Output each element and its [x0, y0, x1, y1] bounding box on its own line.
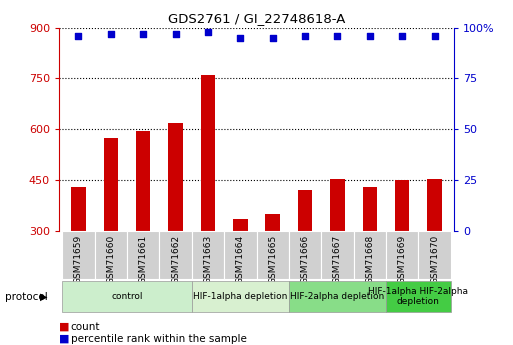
- Title: GDS2761 / GI_22748618-A: GDS2761 / GI_22748618-A: [168, 12, 345, 25]
- Point: [398, 33, 406, 39]
- Bar: [224, 231, 256, 279]
- Bar: [363, 187, 377, 231]
- Bar: [386, 231, 419, 279]
- Text: count: count: [71, 322, 101, 332]
- Text: GSM71659: GSM71659: [74, 235, 83, 284]
- Point: [74, 33, 83, 39]
- Text: ■: ■: [59, 322, 69, 332]
- Bar: [353, 231, 386, 279]
- Bar: [62, 231, 94, 279]
- Bar: [160, 231, 192, 279]
- Bar: [168, 122, 183, 231]
- Text: GSM71664: GSM71664: [236, 235, 245, 284]
- Text: percentile rank within the sample: percentile rank within the sample: [71, 334, 247, 344]
- Bar: [201, 75, 215, 231]
- Bar: [427, 179, 442, 231]
- Bar: [265, 214, 280, 231]
- Bar: [298, 190, 312, 231]
- Text: ■: ■: [59, 334, 69, 344]
- Bar: [289, 231, 321, 279]
- Point: [236, 35, 244, 41]
- Text: GSM71669: GSM71669: [398, 235, 407, 284]
- Text: GSM71665: GSM71665: [268, 235, 277, 284]
- Text: GSM71661: GSM71661: [139, 235, 148, 284]
- Point: [430, 33, 439, 39]
- Point: [139, 31, 147, 37]
- Point: [204, 29, 212, 34]
- Text: GSM71667: GSM71667: [333, 235, 342, 284]
- Bar: [62, 281, 192, 312]
- Bar: [289, 281, 386, 312]
- Text: GSM71663: GSM71663: [204, 235, 212, 284]
- Point: [301, 33, 309, 39]
- Bar: [94, 231, 127, 279]
- Text: GSM71668: GSM71668: [365, 235, 374, 284]
- Bar: [321, 231, 353, 279]
- Text: HIF-1alpha HIF-2alpha
depletion: HIF-1alpha HIF-2alpha depletion: [368, 287, 468, 306]
- Point: [269, 35, 277, 41]
- Text: HIF-1alpha depletion: HIF-1alpha depletion: [193, 292, 287, 301]
- Bar: [256, 231, 289, 279]
- Bar: [192, 231, 224, 279]
- Bar: [419, 231, 451, 279]
- Bar: [127, 231, 160, 279]
- Text: HIF-2alpha depletion: HIF-2alpha depletion: [290, 292, 385, 301]
- Text: GSM71670: GSM71670: [430, 235, 439, 284]
- Point: [171, 31, 180, 37]
- Point: [366, 33, 374, 39]
- Bar: [104, 138, 118, 231]
- Bar: [192, 281, 289, 312]
- Bar: [71, 187, 86, 231]
- Text: protocol: protocol: [5, 292, 48, 302]
- Text: GSM71662: GSM71662: [171, 235, 180, 284]
- Text: control: control: [111, 292, 143, 301]
- Bar: [386, 281, 451, 312]
- Text: GSM71666: GSM71666: [301, 235, 309, 284]
- Text: ▶: ▶: [40, 292, 47, 302]
- Text: GSM71660: GSM71660: [106, 235, 115, 284]
- Point: [107, 31, 115, 37]
- Bar: [233, 219, 248, 231]
- Bar: [395, 180, 409, 231]
- Point: [333, 33, 342, 39]
- Bar: [136, 131, 150, 231]
- Bar: [330, 179, 345, 231]
